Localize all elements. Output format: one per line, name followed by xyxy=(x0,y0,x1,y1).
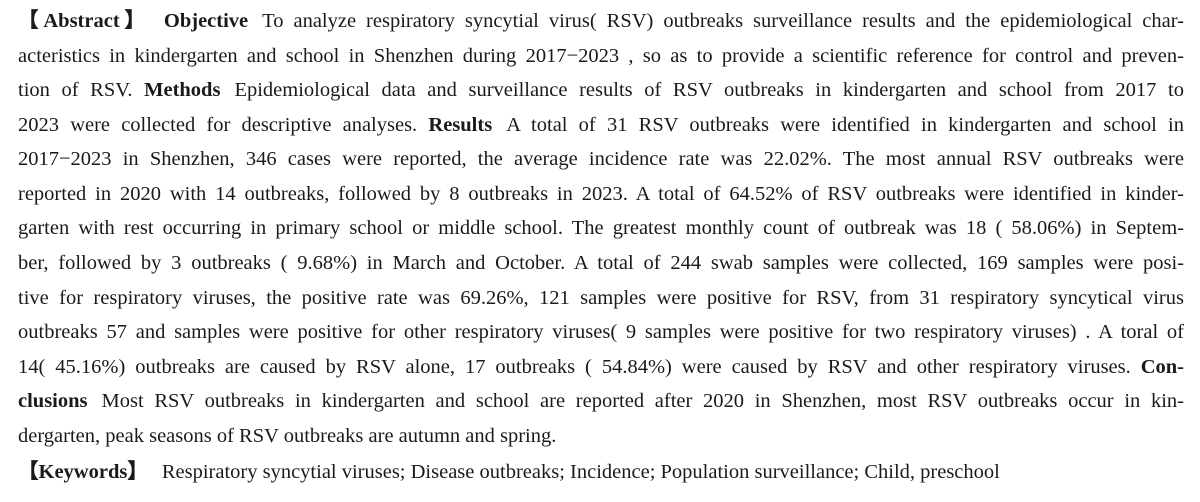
abstract-text: ber, followed by 3 outbreaks ( 9.68%) in… xyxy=(18,252,1184,274)
section-heading: Methods xyxy=(144,79,221,101)
section-heading: Con- xyxy=(1140,356,1184,378)
abstract-line: acteristics in kindergarten and school i… xyxy=(18,44,1184,68)
abstract-text: Most RSV outbreaks in kindergarten and s… xyxy=(101,390,1185,412)
section-heading: 【Abstract】 xyxy=(18,10,150,32)
abstract-line: tive for respiratory viruses, the positi… xyxy=(18,286,1184,310)
abstract-line: outbreaks 57 and samples were positive f… xyxy=(18,320,1184,344)
abstract-line: reported in 2020 with 14 outbreaks, foll… xyxy=(18,182,1184,206)
section-heading: Results xyxy=(428,114,493,136)
abstract-text: 2023 were collected for descriptive anal… xyxy=(18,114,429,136)
abstract-text: reported in 2020 with 14 outbreaks, foll… xyxy=(18,183,1184,205)
abstract-line: 14( 45.16%) outbreaks are caused by RSV … xyxy=(18,355,1184,379)
keywords-line: 【Keywords】 Respiratory syncytial viruses;… xyxy=(18,460,1184,484)
abstract-line: tion of RSV. Methods Epidemiological data… xyxy=(18,78,1184,102)
abstract-text: tive for respiratory viruses, the positi… xyxy=(18,287,1184,309)
abstract-line: dergarten, peak seasons of RSV outbreaks… xyxy=(18,424,1184,448)
abstract-text: Epidemiological data and surveillance re… xyxy=(234,79,1184,101)
abstract-line: 2023 were collected for descriptive anal… xyxy=(18,113,1184,137)
abstract-line: clusions Most RSV outbreaks in kindergart… xyxy=(18,389,1184,413)
abstract-text: To analyze respiratory syncytial virus( … xyxy=(262,10,1184,32)
abstract-text: dergarten, peak seasons of RSV outbreaks… xyxy=(18,425,557,447)
abstract-text: 2017−2023 in Shenzhen, 346 cases were re… xyxy=(18,148,1184,170)
abstract-text: acteristics in kindergarten and school i… xyxy=(18,45,1184,67)
abstract-text: garten with rest occurring in primary sc… xyxy=(18,217,1184,239)
abstract-line: 2017−2023 in Shenzhen, 346 cases were re… xyxy=(18,147,1184,171)
abstract-line: 【Abstract】 Objective To analyze respirator… xyxy=(18,9,1184,33)
abstract-line: ber, followed by 3 outbreaks ( 9.68%) in… xyxy=(18,251,1184,275)
abstract-text: A total of 31 RSV outbreaks were identif… xyxy=(506,114,1184,136)
keywords-text: Respiratory syncytial viruses; Disease o… xyxy=(161,461,1000,483)
section-heading: clusions xyxy=(18,390,88,412)
section-heading: Objective xyxy=(163,10,249,32)
abstract-text: outbreaks 57 and samples were positive f… xyxy=(18,321,1184,343)
keywords-label: 【Keywords】 xyxy=(18,461,148,483)
abstract-text: tion of RSV. xyxy=(18,79,145,101)
abstract-line: garten with rest occurring in primary sc… xyxy=(18,216,1184,240)
abstract-text: 14( 45.16%) outbreaks are caused by RSV … xyxy=(18,356,1141,378)
